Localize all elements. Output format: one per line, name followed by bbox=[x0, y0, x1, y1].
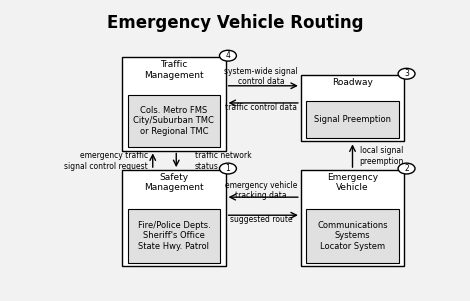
Text: suggested route: suggested route bbox=[229, 215, 292, 224]
Circle shape bbox=[398, 163, 415, 174]
Text: Roadway: Roadway bbox=[332, 78, 373, 87]
Circle shape bbox=[398, 68, 415, 79]
Text: Communications
Systems
Locator System: Communications Systems Locator System bbox=[317, 221, 388, 251]
Bar bbox=[306, 101, 399, 138]
Text: 4: 4 bbox=[226, 51, 230, 60]
Text: local signal
preemption: local signal preemption bbox=[360, 146, 404, 166]
Bar bbox=[306, 209, 399, 263]
Text: system-wide signal
control data: system-wide signal control data bbox=[224, 67, 298, 86]
Text: Traffic
Management: Traffic Management bbox=[144, 60, 204, 79]
Circle shape bbox=[219, 50, 236, 61]
Text: emergency traffic
signal control request: emergency traffic signal control request bbox=[64, 151, 148, 171]
Text: emergency vehicle
tracking data: emergency vehicle tracking data bbox=[225, 181, 297, 200]
Text: 1: 1 bbox=[226, 164, 230, 173]
Text: 2: 2 bbox=[404, 164, 409, 173]
Text: Emergency
Vehicle: Emergency Vehicle bbox=[327, 173, 378, 192]
Text: Cols. Metro FMS
City/Suburban TMC
or Regional TMC: Cols. Metro FMS City/Suburban TMC or Reg… bbox=[133, 106, 214, 136]
Text: Safety
Management: Safety Management bbox=[144, 173, 204, 192]
Circle shape bbox=[219, 163, 236, 174]
Text: Signal Preemption: Signal Preemption bbox=[314, 115, 391, 124]
Bar bbox=[128, 95, 220, 147]
Bar bbox=[301, 75, 404, 141]
Text: Emergency Vehicle Routing: Emergency Vehicle Routing bbox=[107, 14, 363, 32]
Bar bbox=[122, 170, 226, 266]
Bar bbox=[122, 57, 226, 150]
Bar bbox=[301, 170, 404, 266]
Text: 3: 3 bbox=[404, 69, 409, 78]
Text: traffic network
status: traffic network status bbox=[195, 151, 251, 171]
Text: Fire/Police Depts.
Sheriff's Office
State Hwy. Patrol: Fire/Police Depts. Sheriff's Office Stat… bbox=[138, 221, 210, 251]
Bar bbox=[128, 209, 220, 263]
Text: traffic control data: traffic control data bbox=[225, 103, 297, 112]
